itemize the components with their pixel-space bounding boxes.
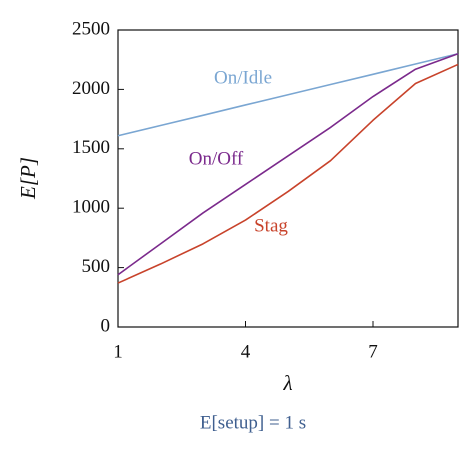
series-line	[117, 53, 459, 276]
x-tick-label: 1	[113, 341, 123, 362]
caption: E[setup] = 1 s	[200, 412, 306, 433]
x-axis-label: λ	[282, 371, 292, 395]
plot-frame	[117, 29, 459, 328]
series-label: On/Off	[189, 148, 244, 169]
x-tick-label: 4	[241, 341, 251, 362]
y-tick-label: 2500	[72, 18, 110, 39]
y-axis-label: E[P]	[16, 157, 40, 200]
y-tick-label: 2000	[72, 78, 110, 99]
y-tick-label: 500	[82, 256, 111, 277]
series-line	[117, 63, 459, 284]
y-tick-label: 1500	[72, 137, 110, 158]
x-tick-label: 7	[368, 341, 378, 362]
y-tick-label: 0	[101, 315, 111, 336]
y-tick-label: 1000	[72, 197, 110, 218]
series-label: On/Idle	[214, 67, 272, 88]
series-label: Stag	[254, 215, 288, 236]
series-line	[117, 52, 459, 137]
